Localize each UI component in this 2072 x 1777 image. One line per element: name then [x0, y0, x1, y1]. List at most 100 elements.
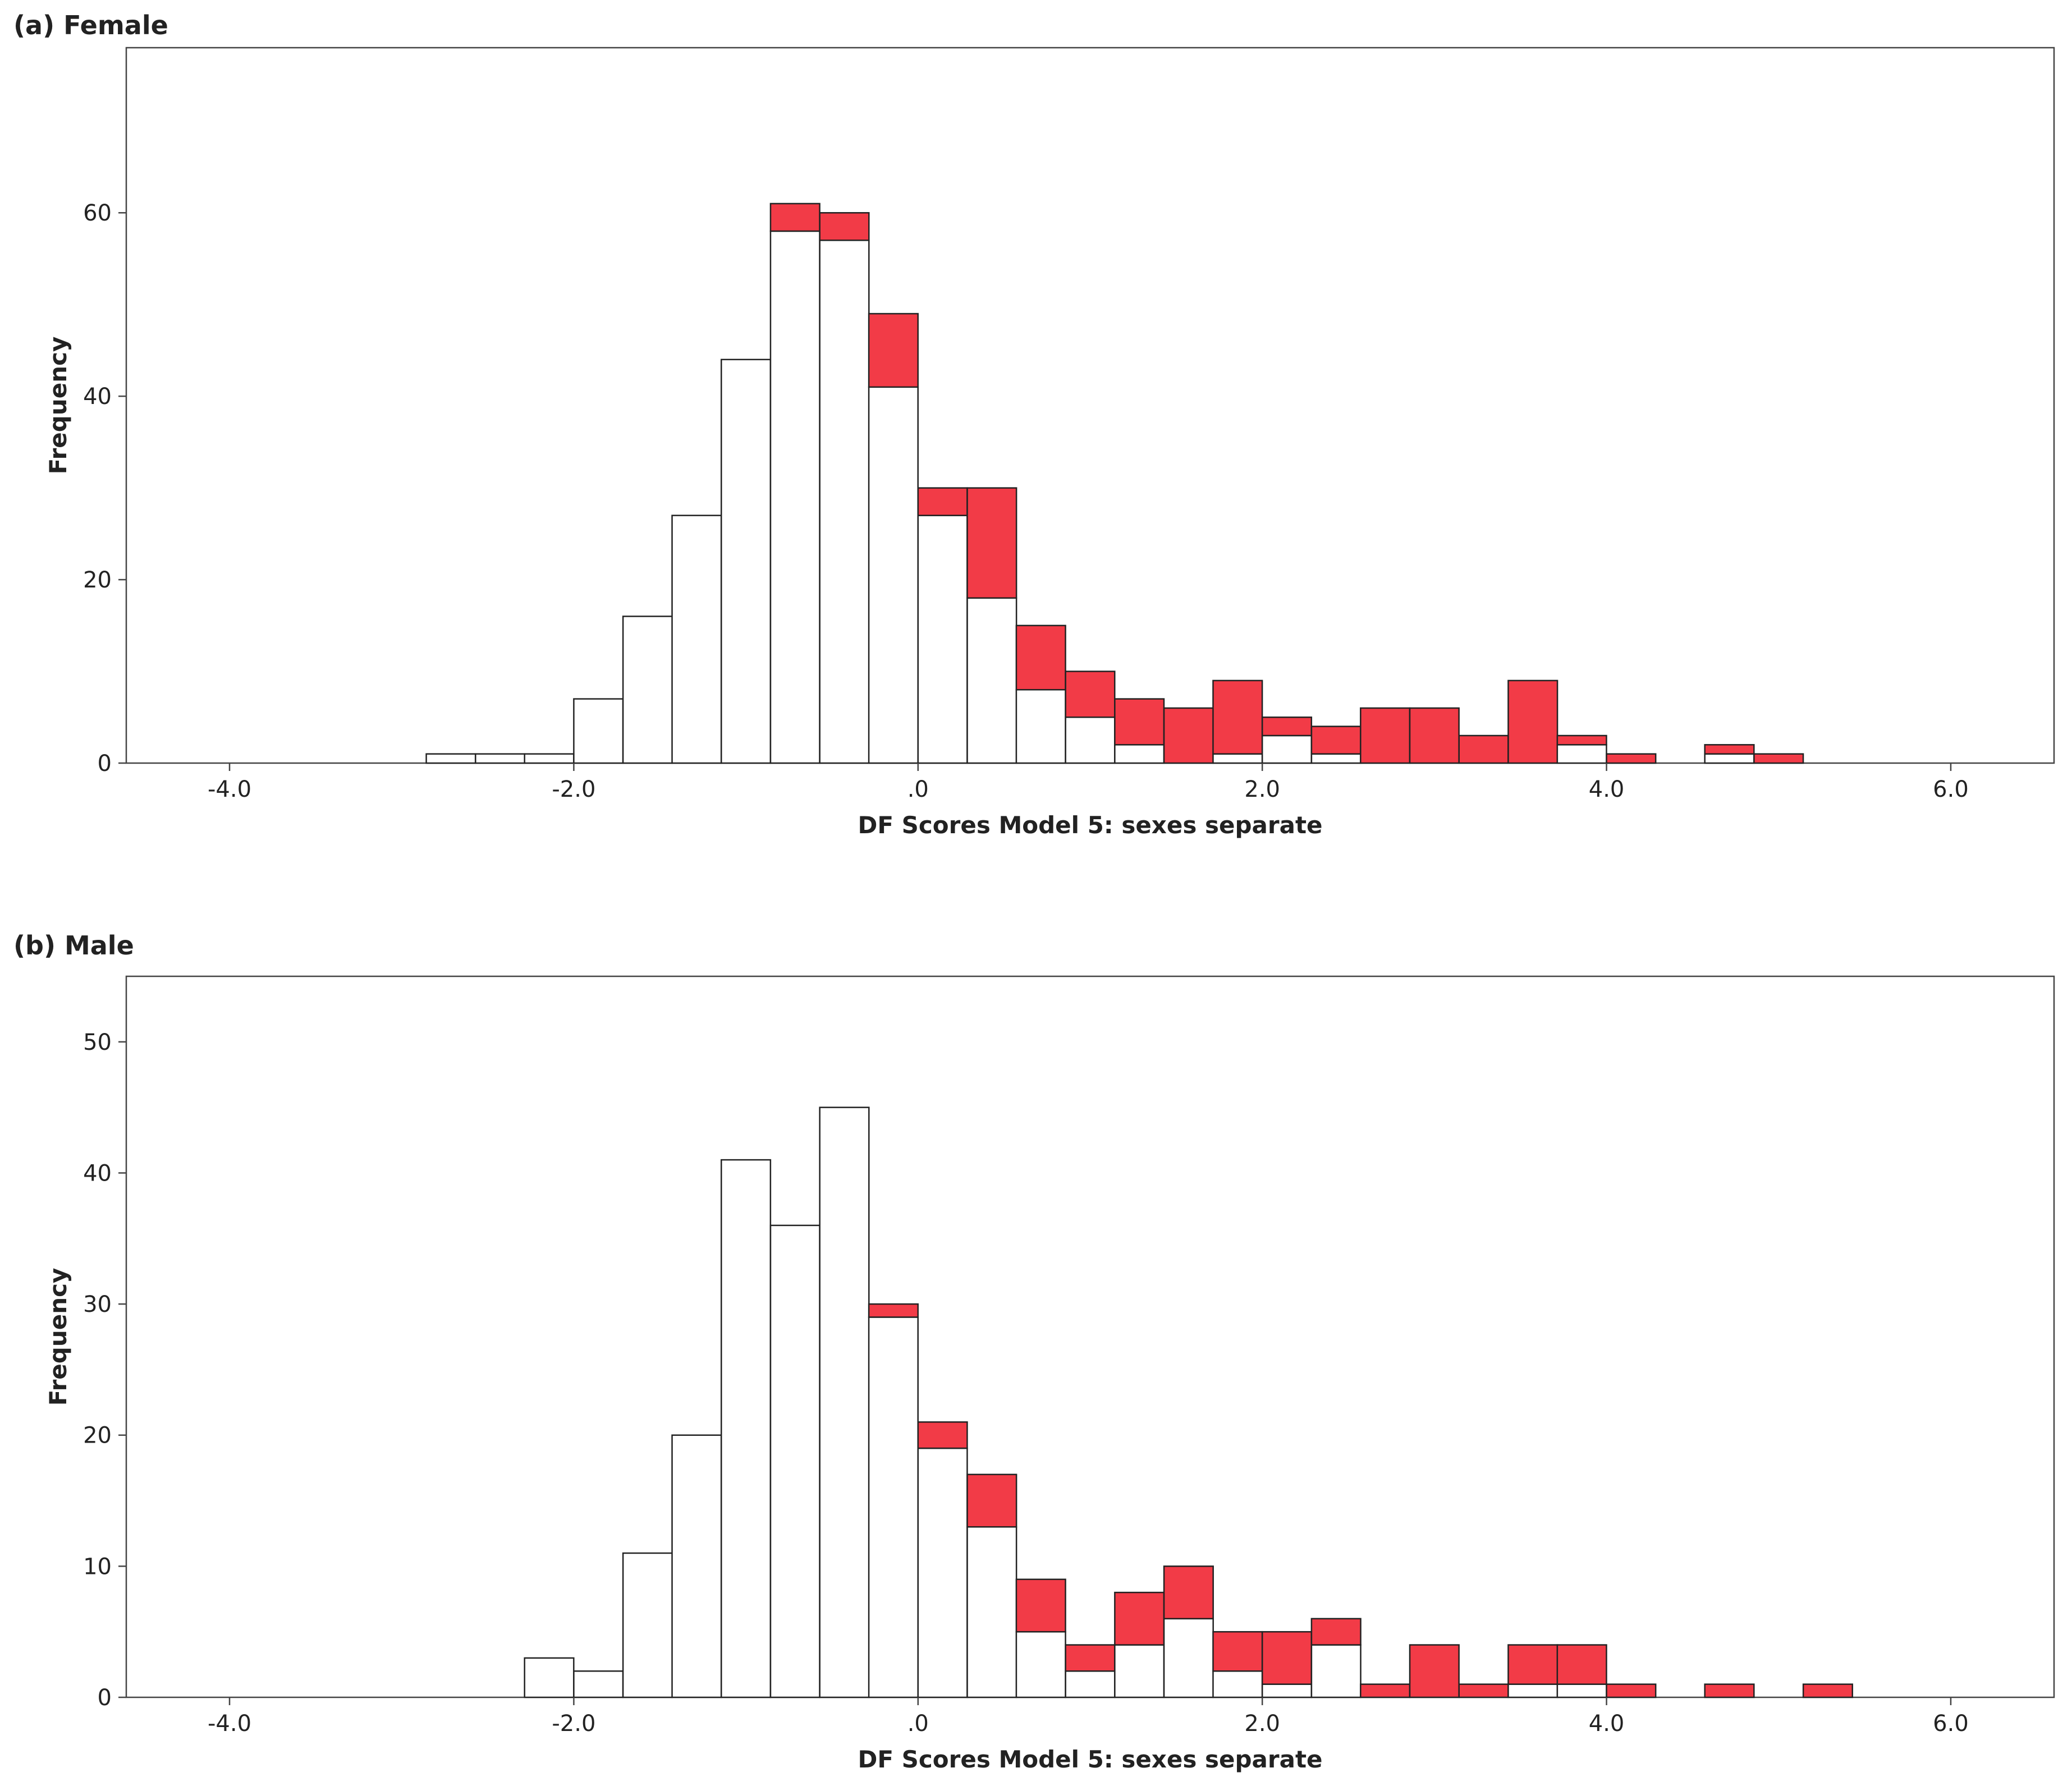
bar-highlight — [1065, 1644, 1116, 1672]
bar-base — [1212, 1670, 1263, 1698]
bar-highlight — [1507, 679, 1558, 764]
bar-highlight — [1015, 625, 1066, 691]
bar-base — [671, 1434, 722, 1698]
bar-base — [819, 240, 870, 764]
bar-base — [1114, 1644, 1165, 1698]
bar-base — [1065, 1670, 1116, 1698]
x-tick-label: 2.0 — [1244, 777, 1280, 802]
bar-highlight — [1458, 734, 1509, 764]
bar-base — [1261, 1683, 1313, 1698]
bar-highlight — [1802, 1683, 1854, 1698]
y-tick-label: 60 — [83, 200, 112, 226]
plot-frame — [125, 47, 2055, 764]
chart-title: (b) Male — [13, 930, 134, 961]
bar-base — [917, 515, 968, 764]
bar-highlight — [1458, 1683, 1509, 1698]
bar-highlight — [1556, 1644, 1607, 1685]
x-tick-label: .0 — [907, 777, 929, 802]
bar-highlight — [1015, 1578, 1066, 1633]
bar-base — [622, 1552, 673, 1698]
bar-base — [720, 1159, 772, 1698]
bar-highlight — [917, 1421, 968, 1449]
x-tick-label: -2.0 — [552, 1711, 595, 1737]
bar-base — [425, 753, 476, 764]
bar-highlight — [1360, 1683, 1411, 1698]
bar-base — [769, 230, 820, 764]
bar-highlight — [1360, 707, 1411, 764]
bar-highlight — [1409, 707, 1460, 764]
y-tick-label: 0 — [98, 751, 112, 777]
bar-base — [1556, 744, 1607, 764]
bar-base — [622, 616, 673, 764]
y-axis-title: Frequency — [44, 337, 72, 475]
x-axis-title: DF Scores Model 5: sexes separate — [858, 1746, 1322, 1773]
bar-highlight — [1606, 1683, 1657, 1698]
bar-base — [1310, 753, 1362, 764]
bar-base — [1114, 744, 1165, 764]
y-tick-label: 20 — [83, 567, 112, 593]
bar-base — [524, 753, 575, 764]
chart-panel-male: (b) Male DF Scores Model 5: sexes separa… — [0, 920, 2072, 1777]
bar-base — [1015, 1631, 1066, 1698]
x-tick-label: .0 — [907, 1711, 929, 1737]
bar-highlight — [1212, 1631, 1263, 1672]
chart-panel-female: (a) Female DF Scores Model 5: sexes sepa… — [0, 0, 2072, 875]
bar-base — [720, 359, 772, 764]
bar-highlight — [1114, 1591, 1165, 1646]
bar-highlight — [819, 212, 870, 241]
bar-base — [1163, 1618, 1214, 1698]
x-axis-title: DF Scores Model 5: sexes separate — [858, 811, 1322, 839]
bar-highlight — [1409, 1644, 1460, 1698]
y-tick-label: 40 — [83, 1160, 112, 1186]
bar-highlight — [1065, 671, 1116, 718]
bar-highlight — [868, 313, 919, 388]
bar-base — [769, 1224, 820, 1698]
bar-highlight — [1310, 726, 1362, 755]
bar-highlight — [917, 487, 968, 516]
histogram-female: DF Scores Model 5: sexes separate Freque… — [44, 47, 2055, 839]
bar-base — [868, 386, 919, 764]
bar-base — [1556, 1683, 1607, 1698]
bar-base — [1310, 1644, 1362, 1698]
bar-base — [917, 1447, 968, 1698]
x-tick-label: 2.0 — [1244, 1711, 1280, 1737]
bar-highlight — [1212, 679, 1263, 755]
bar-highlight — [1606, 753, 1657, 764]
bar-base — [819, 1106, 870, 1698]
y-tick-label: 10 — [83, 1554, 112, 1579]
bar-base — [475, 753, 526, 764]
bar-highlight — [1310, 1618, 1362, 1646]
bar-highlight — [769, 203, 820, 232]
x-tick-label: 6.0 — [1933, 1711, 1969, 1737]
bar-highlight — [1261, 717, 1313, 737]
bar-highlight — [1163, 707, 1214, 764]
y-tick-label: 30 — [83, 1292, 112, 1317]
bar-highlight — [1114, 698, 1165, 746]
x-tick-label: -4.0 — [208, 777, 251, 802]
bar-base — [1261, 734, 1313, 764]
y-tick-label: 40 — [83, 384, 112, 410]
bar-highlight — [966, 1473, 1017, 1528]
bar-base — [966, 597, 1017, 764]
bar-highlight — [1556, 734, 1607, 746]
bar-highlight — [1507, 1644, 1558, 1685]
bar-base — [573, 1670, 624, 1698]
bar-highlight — [1261, 1631, 1313, 1685]
bar-highlight — [1753, 753, 1804, 764]
plot-frame — [125, 975, 2055, 1698]
chart-title: (a) Female — [13, 10, 168, 40]
bar-base — [573, 698, 624, 764]
bar-base — [671, 515, 722, 764]
bar-base — [1065, 717, 1116, 764]
y-tick-label: 50 — [83, 1030, 112, 1055]
bar-base — [1015, 688, 1066, 764]
bar-highlight — [1704, 1683, 1755, 1698]
bar-highlight — [1704, 744, 1755, 755]
bar-base — [868, 1316, 919, 1698]
histogram-male: DF Scores Model 5: sexes separate Freque… — [44, 975, 2055, 1773]
y-tick-label: 20 — [83, 1423, 112, 1449]
x-tick-label: 4.0 — [1589, 1711, 1625, 1737]
bar-base — [1212, 753, 1263, 764]
bar-base — [524, 1657, 575, 1698]
bar-base — [1507, 1683, 1558, 1698]
